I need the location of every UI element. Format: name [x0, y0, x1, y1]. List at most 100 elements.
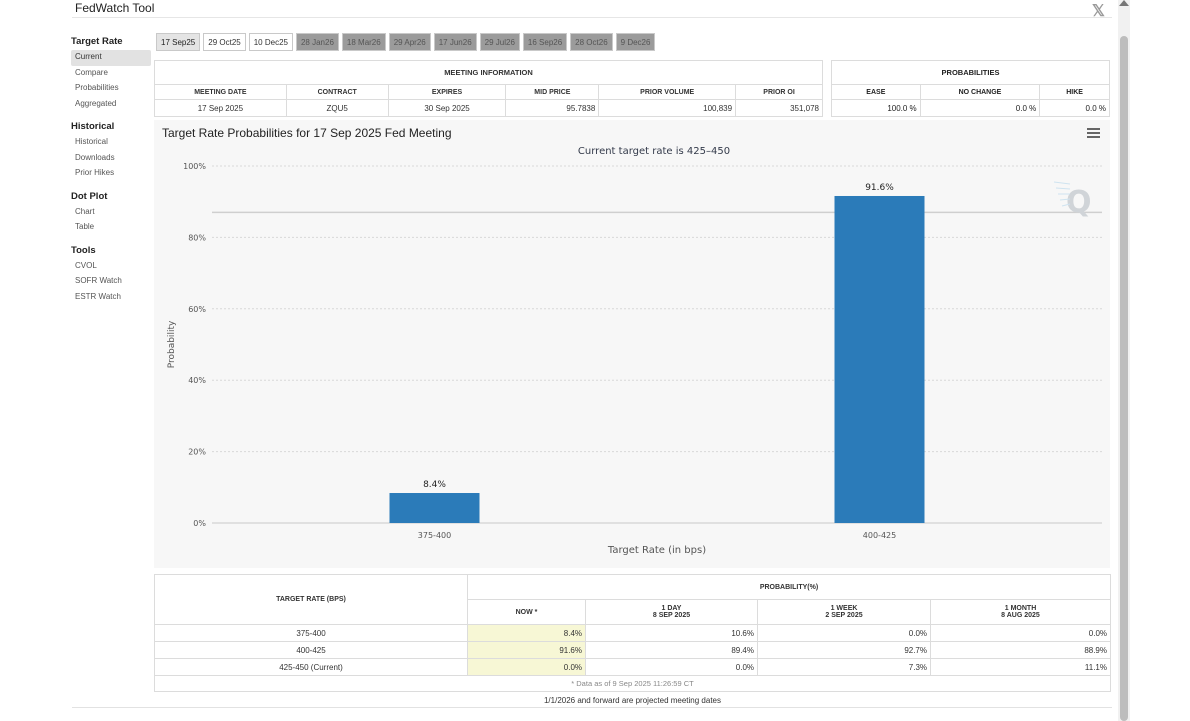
- meeting-date-tabs: 17 Sep25 29 Oct25 10 Dec25 28 Jan26 18 M…: [156, 33, 656, 51]
- sidebar-item-aggregated[interactable]: Aggregated: [75, 98, 117, 108]
- projected-dates-footnote: 1/1/2026 and forward are projected meeti…: [543, 696, 721, 705]
- column-header: EASE: [831, 84, 921, 100]
- column-header: PRIOR VOLUME: [598, 84, 737, 100]
- sidebar-item-sofr-watch[interactable]: SOFR Watch: [75, 276, 122, 285]
- column-header: MID PRICE: [505, 84, 600, 100]
- meeting-date-value: 17 Sep 2025: [154, 99, 287, 117]
- no-change-value: 0.0 %: [919, 99, 1041, 117]
- tab-meeting-date[interactable]: 18 Mar26: [341, 33, 386, 51]
- sidebar-heading-tools: Tools: [71, 244, 96, 256]
- sidebar-item-chart[interactable]: Chart: [75, 206, 95, 216]
- sidebar-item-historical[interactable]: Historical: [75, 137, 108, 146]
- sidebar-item-compare[interactable]: Compare: [75, 67, 108, 77]
- target-rate-header: TARGET RATE (BPS): [154, 574, 468, 625]
- sidebar: Target Rate Current Compare Probabilitie…: [71, 36, 151, 305]
- sidebar-item-probabilities[interactable]: Probabilities: [75, 83, 119, 92]
- bottom-divider: [72, 707, 1112, 708]
- sidebar-item-downloads[interactable]: Downloads: [75, 152, 115, 162]
- y-tick-label: 20%: [188, 448, 206, 457]
- prior-oi-value: 351,078: [735, 99, 823, 117]
- tab-meeting-date[interactable]: 16 Sep26: [522, 33, 568, 51]
- probabilities-table: PROBABILITIES EASE NO CHANGE HIKE 100.0 …: [831, 60, 1110, 117]
- sidebar-item-table[interactable]: Table: [75, 222, 95, 231]
- tab-meeting-date[interactable]: 17 Sep25: [156, 33, 201, 51]
- value-cell: 11.1%: [930, 658, 1111, 676]
- tab-meeting-date[interactable]: 10 Dec25: [248, 33, 293, 51]
- y-tick-label: 40%: [188, 376, 206, 385]
- x-tick-label: 400-425: [863, 531, 896, 540]
- hamburger-menu-icon[interactable]: [1087, 128, 1100, 139]
- bar: [389, 493, 480, 523]
- x-tick-label: 375-400: [418, 531, 451, 540]
- probability-header: PROBABILITY(%): [467, 574, 1111, 600]
- y-tick-label: 0%: [193, 519, 206, 528]
- tab-meeting-date[interactable]: 9 Dec26: [615, 33, 656, 51]
- value-cell: 0.0%: [930, 624, 1111, 642]
- table-row: 375-400 8.4% 10.6% 0.0% 0.0%: [154, 624, 1111, 642]
- column-header: HIKE: [1039, 84, 1110, 100]
- sidebar-item-prior-hikes[interactable]: Prior Hikes: [75, 168, 115, 177]
- scrollbar-thumb[interactable]: [1120, 36, 1128, 721]
- watermark-logo-icon: Q: [1066, 185, 1092, 220]
- tab-meeting-date[interactable]: 29 Apr26: [388, 33, 431, 51]
- table-row: 425-450 (Current) 0.0% 0.0% 7.3% 11.1%: [154, 658, 1111, 676]
- value-cell: 10.6%: [585, 624, 758, 642]
- meeting-info-title: MEETING INFORMATION: [154, 60, 823, 85]
- x-axis-title: Target Rate (in bps): [607, 545, 706, 556]
- data-timestamp-note: * Data as of 9 Sep 2025 11:26:59 CT: [154, 675, 1111, 692]
- watermark-stripe: [1061, 203, 1071, 207]
- title-divider: [72, 17, 1112, 18]
- value-cell: 7.3%: [757, 658, 931, 676]
- tab-meeting-date[interactable]: 29 Oct25: [203, 33, 246, 51]
- tab-meeting-date[interactable]: 17 Jun26: [433, 33, 477, 51]
- prior-volume-value: 100,839: [598, 99, 737, 117]
- column-header-1-week: 1 WEEK 2 SEP 2025: [757, 599, 931, 625]
- tab-meeting-date[interactable]: 28 Jan26: [295, 33, 339, 51]
- watermark-stripe: [1053, 181, 1071, 185]
- now-cell: 91.6%: [467, 641, 586, 659]
- sidebar-heading-dot-plot: Dot Plot: [71, 190, 108, 202]
- now-cell: 0.0%: [467, 658, 586, 676]
- column-header-1-month: 1 MONTH 8 AUG 2025: [930, 599, 1111, 625]
- chart-subtitle: Current target rate is 425–450: [578, 146, 730, 157]
- probabilities-title: PROBABILITIES: [831, 60, 1110, 85]
- y-tick-label: 60%: [188, 305, 206, 314]
- sidebar-item-estr-watch[interactable]: ESTR Watch: [75, 291, 121, 301]
- mid-price-value: 95.7838: [505, 99, 600, 117]
- x-logo-icon[interactable]: 𝕏: [1092, 3, 1105, 20]
- y-tick-label: 80%: [188, 233, 206, 242]
- value-cell: 0.0%: [585, 658, 758, 676]
- expires-value: 30 Sep 2025: [387, 99, 507, 117]
- bar: [834, 195, 925, 523]
- column-header: MEETING DATE: [154, 84, 287, 100]
- scroll-up-arrow-icon[interactable]: [1119, 0, 1129, 6]
- data-label: 91.6%: [865, 183, 894, 193]
- value-cell: 92.7%: [757, 641, 931, 659]
- sidebar-item-current[interactable]: Current: [71, 50, 151, 66]
- value-cell: 0.0%: [757, 624, 931, 642]
- column-header: CONTRACT: [285, 84, 389, 100]
- ease-value: 100.0 %: [831, 99, 921, 117]
- watermark-stripe: [1059, 198, 1071, 201]
- target-rate-probability-table: TARGET RATE (BPS) PROBABILITY(%) NOW * 1…: [154, 574, 1111, 692]
- sidebar-heading-historical: Historical: [71, 121, 115, 132]
- tab-meeting-date[interactable]: 29 Jul26: [479, 33, 520, 51]
- data-label: 8.4%: [423, 480, 446, 490]
- tab-meeting-date[interactable]: 28 Oct26: [570, 33, 613, 51]
- sidebar-item-cvol[interactable]: CVOL: [75, 260, 97, 270]
- column-header: EXPIRES: [387, 84, 507, 100]
- value-cell: 88.9%: [930, 641, 1111, 659]
- sidebar-heading-target-rate: Target Rate: [71, 36, 123, 47]
- probability-bar-chart: Current target rate is 425–450 0% 20% 40% 60…: [167, 146, 1102, 556]
- column-header: NO CHANGE: [919, 84, 1041, 100]
- rate-cell: 425-450 (Current): [154, 658, 468, 676]
- column-header: PRIOR OI: [735, 84, 823, 100]
- hike-value: 0.0 %: [1039, 99, 1110, 117]
- column-header-now: NOW *: [467, 599, 586, 625]
- now-cell: 8.4%: [467, 624, 586, 642]
- rate-cell: 400-425: [154, 641, 468, 659]
- y-tick-label: 100%: [183, 162, 206, 171]
- y-axis-title: Probability: [167, 320, 177, 368]
- chart-title: Target Rate Probabilities for 17 Sep 202…: [162, 126, 452, 140]
- rate-cell: 375-400: [154, 624, 468, 642]
